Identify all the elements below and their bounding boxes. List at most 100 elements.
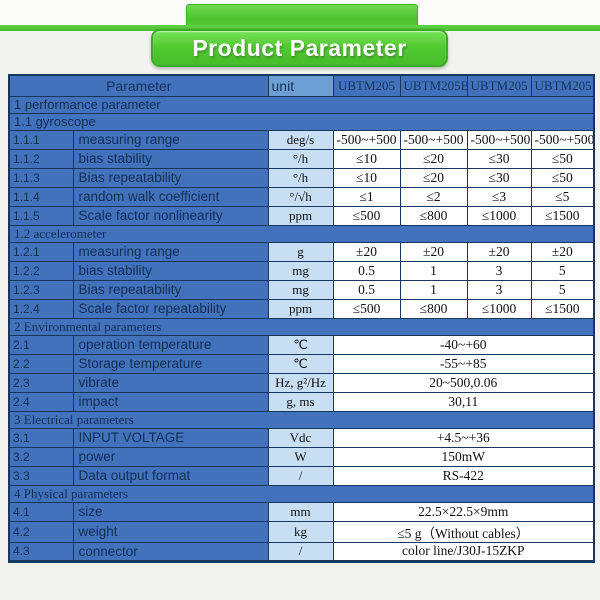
param-number: 3.3 (8, 465, 74, 486)
param-value: ≤1 (332, 186, 401, 207)
section-row: 2 Environmental parameters (8, 317, 595, 336)
param-number: 4.3 (8, 541, 74, 562)
param-value: ≤500 (332, 298, 401, 319)
param-unit: mg (267, 279, 334, 300)
param-unit: ppm (267, 205, 334, 226)
param-row: 1.1.4 random walk coefficient °/√h ≤1 ≤2 ≤3 ≤5 (8, 186, 595, 207)
section-label: 4 Physical parameters (8, 484, 595, 503)
param-unit: ppm (267, 298, 334, 319)
param-unit: kg (267, 520, 334, 543)
section-row: 1.2 accelerometer (8, 224, 595, 243)
param-name: size (72, 501, 269, 522)
col-header-parameter: Parameter (8, 74, 269, 97)
param-value: ≤50 (530, 167, 595, 188)
param-row: 1.2.1 measuring range g ±20 ±20 ±20 ±20 (8, 241, 595, 262)
param-row: 1.2.3 Bias repeatability mg 0.5 1 3 5 (8, 279, 595, 300)
param-row: 3.2 power W 150mW (8, 446, 595, 467)
param-value: ≤2 (399, 186, 468, 207)
param-row: 3.3 Data output format / RS-422 (8, 465, 595, 486)
param-number: 2.1 (8, 334, 74, 355)
param-value: ≤800 (399, 298, 468, 319)
param-name: measuring range (72, 129, 269, 150)
product-parameter-banner: Product Parameter (151, 29, 448, 67)
param-value-span: color line/J30J-15ZKP (332, 541, 595, 562)
col-header-model-3: UBTM205 (466, 74, 532, 97)
param-unit: W (267, 446, 334, 467)
param-number: 1.2.3 (8, 279, 74, 300)
param-unit: / (267, 465, 334, 486)
param-name: connector (72, 541, 269, 562)
param-value: ≤1000 (466, 205, 532, 226)
param-row: 2.4 impact g, ms 30,11 (8, 391, 595, 412)
param-number: 2.4 (8, 391, 74, 412)
section-label: 1 performance parameter (8, 95, 595, 114)
param-value: ≤10 (332, 148, 401, 169)
param-name: Storage temperature (72, 353, 269, 374)
param-name: Bias repeatability (72, 279, 269, 300)
param-unit: Hz, g²/Hz (267, 372, 334, 393)
param-value-span: +4.5~+36 (332, 427, 595, 448)
param-name: Data output format (72, 465, 269, 486)
param-unit: Vdc (267, 427, 334, 448)
param-name: Scale factor repeatability (72, 298, 269, 319)
param-name: bias stability (72, 148, 269, 169)
param-unit: °/√h (267, 186, 334, 207)
param-value: ≤1500 (530, 205, 595, 226)
param-unit: mm (267, 501, 334, 522)
param-number: 4.1 (8, 501, 74, 522)
param-name: random walk coefficient (72, 186, 269, 207)
param-value: ≤1000 (466, 298, 532, 319)
param-value: ≤3 (466, 186, 532, 207)
param-row: 2.3 vibrate Hz, g²/Hz 20~500,0.06 (8, 372, 595, 393)
param-unit: g, ms (267, 391, 334, 412)
param-row: 1.1.5 Scale factor nonlinearity ppm ≤500 ≤80… (8, 205, 595, 226)
section-label: 3 Electrical parameters (8, 410, 595, 429)
param-value: ±20 (530, 241, 595, 262)
param-name: bias stability (72, 260, 269, 281)
param-unit: mg (267, 260, 334, 281)
param-row: 4.1 size mm 22.5×22.5×9mm (8, 501, 595, 522)
col-header-model-1: UBTM205 (332, 74, 401, 97)
param-unit: ℃ (267, 334, 334, 355)
param-value: ±20 (466, 241, 532, 262)
param-name: vibrate (72, 372, 269, 393)
param-value: ≤1500 (530, 298, 595, 319)
param-value: 5 (530, 260, 595, 281)
param-number: 1.1.2 (8, 148, 74, 169)
param-value-span: RS-422 (332, 465, 595, 486)
param-value: -500~+500 (399, 129, 468, 150)
param-value-span: 150mW (332, 446, 595, 467)
section-label: 1.1 gyroscope (8, 112, 595, 131)
param-number: 1.2.1 (8, 241, 74, 262)
param-value: ≤800 (399, 205, 468, 226)
section-row: 1 performance parameter (8, 95, 595, 114)
param-row: 1.2.4 Scale factor repeatability ppm ≤500 ≤8… (8, 298, 595, 319)
param-row: 2.2 Storage temperature ℃ -55~+85 (8, 353, 595, 374)
param-name: weight (72, 520, 269, 543)
param-value: ≤500 (332, 205, 401, 226)
param-value-span: -40~+60 (332, 334, 595, 355)
param-value: 1 (399, 260, 468, 281)
section-row: 4 Physical parameters (8, 484, 595, 503)
param-row: 4.3 connector / color line/J30J-15ZKP (8, 541, 595, 562)
param-value: ≤30 (466, 148, 532, 169)
param-number: 2.2 (8, 353, 74, 374)
param-row: 1.1.2 bias stability °/h ≤10 ≤20 ≤30 ≤50 (8, 148, 595, 169)
param-name: measuring range (72, 241, 269, 262)
param-value: -500~+500 (530, 129, 595, 150)
param-number: 1.1.5 (8, 205, 74, 226)
section-label: 2 Environmental parameters (8, 317, 595, 336)
param-number: 3.1 (8, 427, 74, 448)
param-value: ≤20 (399, 167, 468, 188)
param-value: 5 (530, 279, 595, 300)
param-name: operation temperature (72, 334, 269, 355)
param-unit: °/h (267, 148, 334, 169)
param-value: ≤10 (332, 167, 401, 188)
col-header-unit: unit (267, 74, 334, 97)
header-divider-bar (0, 25, 600, 31)
param-value: 1 (399, 279, 468, 300)
param-value: -500~+500 (332, 129, 401, 150)
param-number: 1.1.1 (8, 129, 74, 150)
param-unit: g (267, 241, 334, 262)
param-number: 1.1.4 (8, 186, 74, 207)
